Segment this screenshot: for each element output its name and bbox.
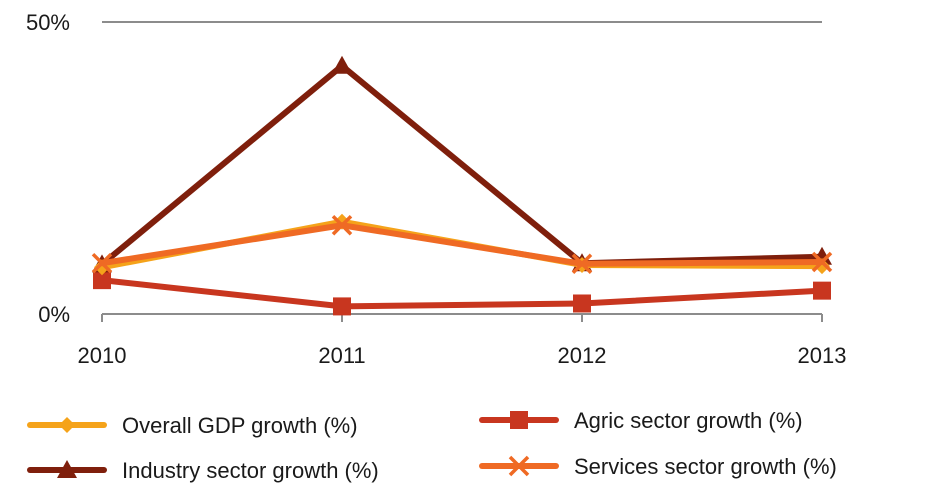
y-tick-label: 50%: [26, 10, 70, 35]
data-point-agric-sector-growth: [333, 297, 351, 316]
legend-label: Services sector growth (%): [574, 454, 837, 479]
x-tick-label: 2010: [78, 343, 127, 368]
x-tick-label: 2013: [798, 343, 847, 368]
series-line-services-sector-growth: [99, 222, 825, 267]
legend-label: Agric sector growth (%): [574, 408, 803, 433]
data-point-industry-sector-growth: [332, 55, 352, 74]
legend-label: Industry sector growth (%): [122, 458, 379, 483]
data-point-agric-sector-growth: [573, 294, 591, 313]
x-tick-label: 2012: [558, 343, 607, 368]
data-point-services-sector-growth: [91, 252, 113, 274]
data-point-services-sector-growth: [331, 214, 353, 236]
legend-item-agric-sector-growth: Agric sector growth (%): [479, 408, 803, 433]
series-lines: [91, 55, 833, 316]
legend-item-services-sector-growth: Services sector growth (%): [479, 454, 837, 479]
legend-marker: [510, 411, 528, 429]
data-point-services-sector-growth: [571, 253, 593, 275]
y-tick-label: 0%: [38, 302, 70, 327]
legend: Overall GDP growth (%) Agric sector growt…: [27, 408, 837, 483]
series-line-industry-sector-growth: [99, 62, 825, 268]
legend-marker: [57, 460, 77, 478]
axes: 2010 2011 2012 2013 0% 50%: [26, 10, 847, 368]
data-point-agric-sector-growth: [93, 271, 111, 290]
legend-marker: [508, 455, 530, 477]
legend-item-overall-gdp-growth: Overall GDP growth (%): [27, 413, 358, 438]
x-tick-label: 2011: [318, 343, 365, 368]
legend-item-industry-sector-growth: Industry sector growth (%): [27, 458, 379, 483]
legend-marker: [59, 417, 75, 433]
legend-label: Overall GDP growth (%): [122, 413, 358, 438]
data-point-services-sector-growth: [811, 251, 833, 273]
series-line-agric-sector-growth: [99, 277, 825, 310]
data-point-agric-sector-growth: [813, 281, 831, 300]
